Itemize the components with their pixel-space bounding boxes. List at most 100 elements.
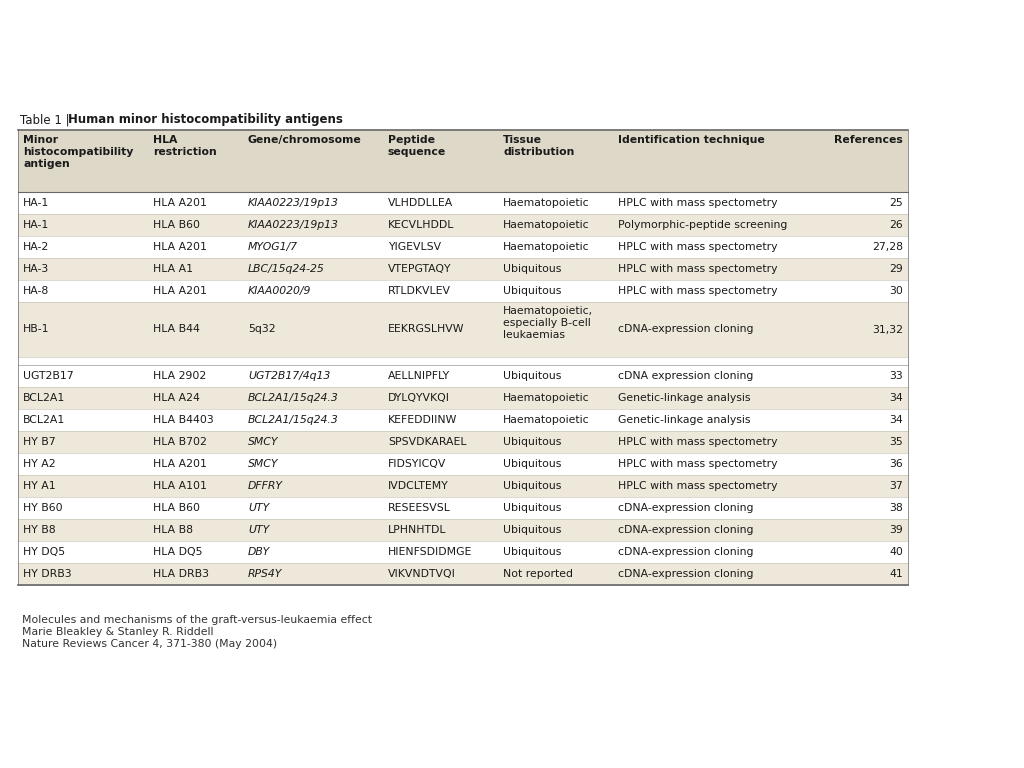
Text: Ubiquitous: Ubiquitous [503, 437, 561, 447]
Text: RTLDKVLEV: RTLDKVLEV [388, 286, 451, 296]
Text: Haematopoietic,
especially B-cell
leukaemias: Haematopoietic, especially B-cell leukae… [503, 306, 593, 340]
Text: SMCY: SMCY [248, 437, 279, 447]
Text: Identification technique: Identification technique [618, 135, 765, 145]
Text: HPLC with mass spectometry: HPLC with mass spectometry [618, 481, 777, 491]
Text: 36: 36 [889, 459, 903, 469]
Text: cDNA-expression cloning: cDNA-expression cloning [618, 547, 754, 557]
Text: HLA B702: HLA B702 [153, 437, 207, 447]
Text: 27,28: 27,28 [872, 242, 903, 252]
Text: YIGEVLSV: YIGEVLSV [388, 242, 441, 252]
Text: Ubiquitous: Ubiquitous [503, 264, 561, 274]
Text: 33: 33 [889, 371, 903, 381]
Text: Not reported: Not reported [503, 569, 573, 579]
Text: 39: 39 [889, 525, 903, 535]
Text: DBY: DBY [248, 547, 270, 557]
Text: BCL2A1: BCL2A1 [23, 393, 66, 403]
Bar [18, 258, 908, 280]
Text: cDNA-expression cloning: cDNA-expression cloning [618, 325, 754, 335]
Text: Haematopoietic: Haematopoietic [503, 393, 590, 403]
Bar [18, 130, 908, 192]
Bar [18, 365, 908, 387]
Text: Tissue
distribution: Tissue distribution [503, 135, 574, 157]
Text: Ubiquitous: Ubiquitous [503, 481, 561, 491]
Text: HY B7: HY B7 [23, 437, 55, 447]
Text: HLA B8: HLA B8 [153, 525, 193, 535]
Text: Ubiquitous: Ubiquitous [503, 286, 561, 296]
Text: FIDSYICQV: FIDSYICQV [388, 459, 446, 469]
Text: 29: 29 [889, 264, 903, 274]
Text: LPHNHTDL: LPHNHTDL [388, 525, 446, 535]
Text: HY DRB3: HY DRB3 [23, 569, 72, 579]
Text: Ubiquitous: Ubiquitous [503, 459, 561, 469]
Text: UTY: UTY [248, 525, 269, 535]
Bar [18, 236, 908, 258]
Text: RESEESVSL: RESEESVSL [388, 503, 451, 513]
Text: HLA A201: HLA A201 [153, 198, 207, 208]
Text: 41: 41 [889, 569, 903, 579]
Text: References: References [835, 135, 903, 145]
Text: Table 1 |: Table 1 | [20, 113, 74, 126]
Text: 38: 38 [889, 503, 903, 513]
Text: HLA A201: HLA A201 [153, 242, 207, 252]
Text: HA-2: HA-2 [23, 242, 49, 252]
Text: KIAA0223/19p13: KIAA0223/19p13 [248, 220, 339, 230]
Bar [18, 302, 908, 357]
Bar [18, 409, 908, 431]
Text: Ubiquitous: Ubiquitous [503, 503, 561, 513]
Bar [18, 519, 908, 541]
Text: VTEPGTAQY: VTEPGTAQY [388, 264, 452, 274]
Bar [18, 280, 908, 302]
Text: HPLC with mass spectometry: HPLC with mass spectometry [618, 437, 777, 447]
Text: cDNA expression cloning: cDNA expression cloning [618, 371, 754, 381]
Text: HY A2: HY A2 [23, 459, 55, 469]
Text: RPS4Y: RPS4Y [248, 569, 283, 579]
Text: 25: 25 [889, 198, 903, 208]
Text: KIAA0020/9: KIAA0020/9 [248, 286, 311, 296]
Text: HLA B60: HLA B60 [153, 503, 200, 513]
Text: Haematopoietic: Haematopoietic [503, 220, 590, 230]
Text: HA-1: HA-1 [23, 220, 49, 230]
Text: HLA
restriction: HLA restriction [153, 135, 217, 157]
Bar [18, 453, 908, 475]
Text: 34: 34 [889, 393, 903, 403]
Bar [18, 475, 908, 497]
Text: KEFEDDIINW: KEFEDDIINW [388, 415, 458, 425]
Text: 26: 26 [889, 220, 903, 230]
Text: HLA 2902: HLA 2902 [153, 371, 206, 381]
Text: cDNA-expression cloning: cDNA-expression cloning [618, 525, 754, 535]
Text: Ubiquitous: Ubiquitous [503, 547, 561, 557]
Text: Haematopoietic: Haematopoietic [503, 198, 590, 208]
Text: DYLQYVKQI: DYLQYVKQI [388, 393, 450, 403]
Text: HPLC with mass spectometry: HPLC with mass spectometry [618, 198, 777, 208]
Text: HLA A1: HLA A1 [153, 264, 193, 274]
Text: HPLC with mass spectometry: HPLC with mass spectometry [618, 286, 777, 296]
Text: HY B8: HY B8 [23, 525, 55, 535]
Text: Haematopoietic: Haematopoietic [503, 242, 590, 252]
Text: Genetic-linkage analysis: Genetic-linkage analysis [618, 415, 751, 425]
Text: HLA A201: HLA A201 [153, 459, 207, 469]
Text: BCL2A1: BCL2A1 [23, 415, 66, 425]
Text: HY DQ5: HY DQ5 [23, 547, 66, 557]
Text: 37: 37 [889, 481, 903, 491]
Bar [18, 541, 908, 563]
Text: HLA A101: HLA A101 [153, 481, 207, 491]
Bar [18, 214, 908, 236]
Text: UGT2B17/4q13: UGT2B17/4q13 [248, 371, 331, 381]
Text: Ubiquitous: Ubiquitous [503, 371, 561, 381]
Text: KECVLHDDL: KECVLHDDL [388, 220, 455, 230]
Text: HLA A24: HLA A24 [153, 393, 200, 403]
Text: LBC/15q24-25: LBC/15q24-25 [248, 264, 325, 274]
Text: DFFRY: DFFRY [248, 481, 283, 491]
Text: Genetic-linkage analysis: Genetic-linkage analysis [618, 393, 751, 403]
Text: UTY: UTY [248, 503, 269, 513]
Text: Gene/chromosome: Gene/chromosome [248, 135, 361, 145]
Bar [18, 387, 908, 409]
Text: cDNA-expression cloning: cDNA-expression cloning [618, 503, 754, 513]
Text: VIKVNDTVQI: VIKVNDTVQI [388, 569, 456, 579]
Text: Peptide
sequence: Peptide sequence [388, 135, 446, 157]
Text: Haematopoietic: Haematopoietic [503, 415, 590, 425]
Text: 34: 34 [889, 415, 903, 425]
Text: MYOG1/7: MYOG1/7 [248, 242, 298, 252]
Text: cDNA-expression cloning: cDNA-expression cloning [618, 569, 754, 579]
Text: 40: 40 [889, 547, 903, 557]
